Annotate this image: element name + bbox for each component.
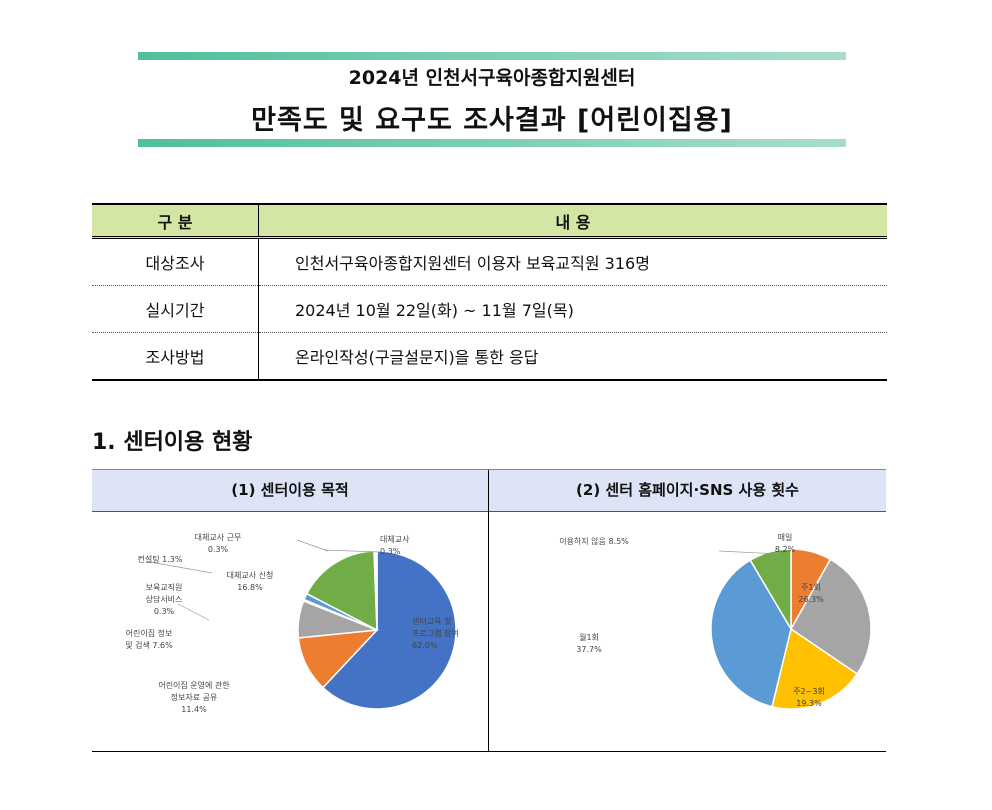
pie-chart-purpose: 센터교육 및 프로그램 참여 62.0% 어린이집 운영에 관한 정보자료 공유 11.4… xyxy=(125,532,459,714)
title-line-1: 2024년 인천서구육아종합지원센터 xyxy=(348,67,636,89)
pie-slice xyxy=(321,550,457,710)
title-top-bar xyxy=(138,52,846,60)
slice-label: 대체교사 0.3% xyxy=(380,534,410,556)
table-row: 대상조사 인천서구육아종합지원센터 이용자 보육교직원 316명 xyxy=(92,237,887,286)
row-key: 대상조사 xyxy=(92,237,259,286)
pie-slice xyxy=(790,558,872,676)
leader-line xyxy=(177,603,210,621)
header-content: 내 용 xyxy=(258,203,887,239)
pie-chart-frequency: 매일 8.2% 주1회 26.3% 주2~3회 19.3% 월1회 37.7% 이용하지 않음 … xyxy=(559,533,872,710)
survey-info-table: 구 분 내 용 대상조사 인천서구육아종합지원센터 이용자 보육교직원 316명… xyxy=(92,203,887,381)
charts-table: (1) 센터이용 목적 센터교육 및 프로그램 참여 62.0% 어린이집 운영에 관… xyxy=(92,469,886,752)
slice-label: 대체교사 근무 0.3% xyxy=(195,532,242,554)
leader-line xyxy=(323,549,381,553)
row-key: 실시기간 xyxy=(92,285,259,333)
slice-label: 어린이집 정보 및 검색 7.6% xyxy=(125,628,173,650)
slice-label: 주2~3회 19.3% xyxy=(793,687,825,708)
title-line-2: 만족도 및 요구도 조사결과 [어린이집용] xyxy=(251,105,733,136)
leader-line xyxy=(296,539,329,552)
row-value: 2024년 10월 22일(화) ~ 11월 7일(목) xyxy=(258,285,887,333)
leader-line xyxy=(718,550,780,555)
title-bottom-bar xyxy=(138,139,846,147)
chart-title-purpose: (1) 센터이용 목적 xyxy=(92,470,488,512)
pie-slice xyxy=(749,548,792,632)
table-row: 조사방법 온라인작성(구글설문지)을 통한 응답 xyxy=(92,332,887,381)
slice-label: 컨설팅 1.3% xyxy=(138,554,183,564)
pie-slice xyxy=(710,559,792,708)
slice-label: 매일 8.2% xyxy=(775,533,796,554)
slice-label: 월1회 37.7% xyxy=(576,632,602,654)
leader-line xyxy=(770,549,780,563)
slice-label: 보육교직원 상담서비스 0.3% xyxy=(146,582,183,616)
chart-title-frequency: (2) 센터 홈페이지·SNS 사용 횟수 xyxy=(489,470,886,512)
pie-slice xyxy=(771,627,859,710)
leader-line xyxy=(149,561,213,574)
header-category: 구 분 xyxy=(92,203,259,239)
chart-cell-frequency: (2) 센터 홈페이지·SNS 사용 횟수 매일 8.2% 주1회 26.3% 주2~3… xyxy=(489,470,886,751)
slice-label: 어린이집 운영에 관한 정보자료 공유 11.4% xyxy=(158,680,230,714)
row-value: 온라인작성(구글설문지)을 통한 응답 xyxy=(258,332,887,381)
slice-label: 이용하지 않음 8.5% xyxy=(559,536,629,546)
slice-label: 센터교육 및 프로그램 참여 62.0% xyxy=(412,616,459,650)
section-title: 1. 센터이용 현황 xyxy=(92,430,253,455)
table-header-row: 구 분 내 용 xyxy=(92,203,887,239)
row-key: 조사방법 xyxy=(92,332,259,381)
slice-label: 주1회 26.3% xyxy=(798,583,824,604)
slice-label: 대체교사 신청 16.8% xyxy=(227,570,274,592)
chart-cell-purpose: (1) 센터이용 목적 센터교육 및 프로그램 참여 62.0% 어린이집 운영에 관… xyxy=(92,470,489,751)
pie-slice xyxy=(374,550,378,631)
table-row: 실시기간 2024년 10월 22일(화) ~ 11월 7일(목) xyxy=(92,285,887,333)
row-value: 인천서구육아종합지원센터 이용자 보육교직원 316명 xyxy=(258,237,887,286)
